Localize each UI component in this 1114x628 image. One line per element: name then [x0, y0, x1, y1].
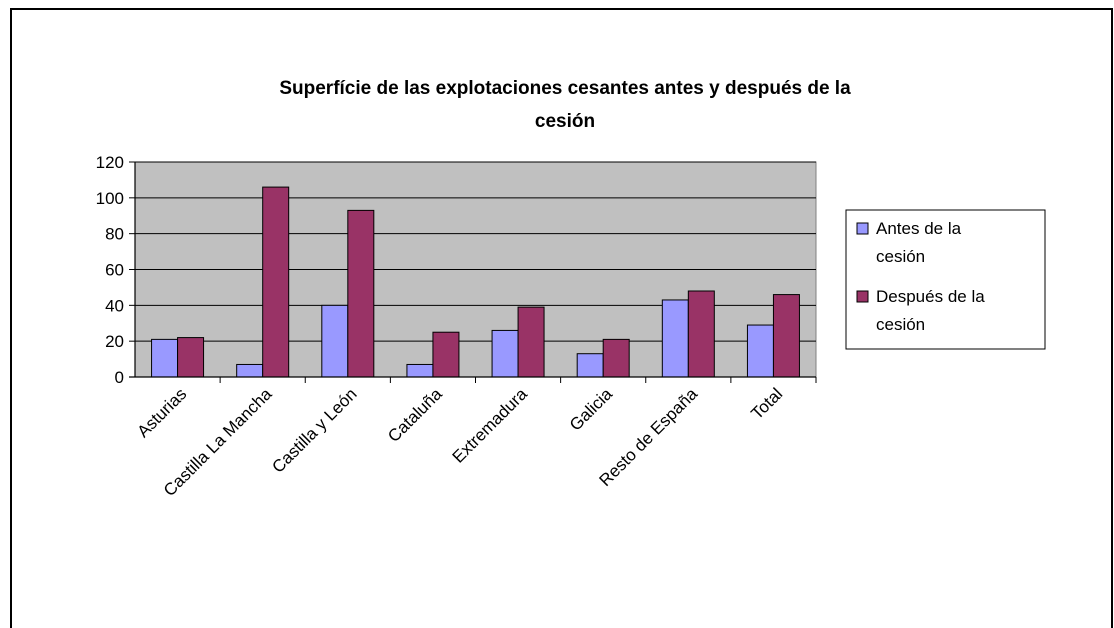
bar-antes	[236, 363, 264, 378]
y-tick-label: 60	[105, 261, 124, 280]
bar-despues	[602, 338, 630, 378]
bar-despues	[772, 294, 800, 378]
x-category-label: Extremadura	[449, 384, 532, 467]
bar-antes	[746, 324, 774, 378]
x-category-label: Cataluña	[384, 384, 446, 446]
x-category-label: Asturias	[134, 384, 191, 441]
bar-antes	[491, 329, 519, 378]
y-tick-label: 0	[115, 368, 124, 387]
bar-despues	[517, 306, 545, 378]
legend-label-antes-line-1: Antes de la	[876, 219, 962, 238]
y-tick-label: 120	[96, 153, 124, 172]
y-tick-label: 20	[105, 332, 124, 351]
legend-swatch-despues	[856, 290, 869, 303]
bar-despues	[262, 186, 290, 378]
legend-box	[845, 209, 1046, 350]
legend-label-despues-line-1: Después de la	[876, 287, 985, 306]
y-tick-labels: 0 20 40 60 80 100 120	[96, 153, 135, 387]
legend: Antes de la cesión Después de la cesión	[845, 209, 1046, 350]
legend-label-despues-line-2: cesión	[876, 315, 925, 334]
bar-despues	[177, 337, 205, 378]
chart-title-line-1: Superfície de las explotaciones cesantes…	[279, 78, 851, 99]
x-category-label: Galicia	[566, 384, 617, 435]
bar-antes	[321, 304, 349, 378]
legend-swatch-antes	[856, 222, 869, 235]
bar-despues	[347, 209, 375, 378]
chart-title-line-2: cesión	[535, 111, 595, 132]
y-tick-label: 40	[105, 296, 124, 315]
bar-antes	[661, 299, 689, 378]
y-tick-label: 80	[105, 225, 124, 244]
x-category-label: Total	[747, 384, 786, 423]
y-tick-label: 100	[96, 189, 124, 208]
legend-label-antes-line-2: cesión	[876, 247, 925, 266]
bar-antes	[151, 338, 179, 378]
bar-despues	[687, 290, 715, 378]
bar-antes	[406, 363, 434, 378]
bar-despues	[432, 331, 460, 378]
bar-antes	[576, 353, 604, 378]
x-category-label: Castilla y León	[268, 384, 360, 476]
